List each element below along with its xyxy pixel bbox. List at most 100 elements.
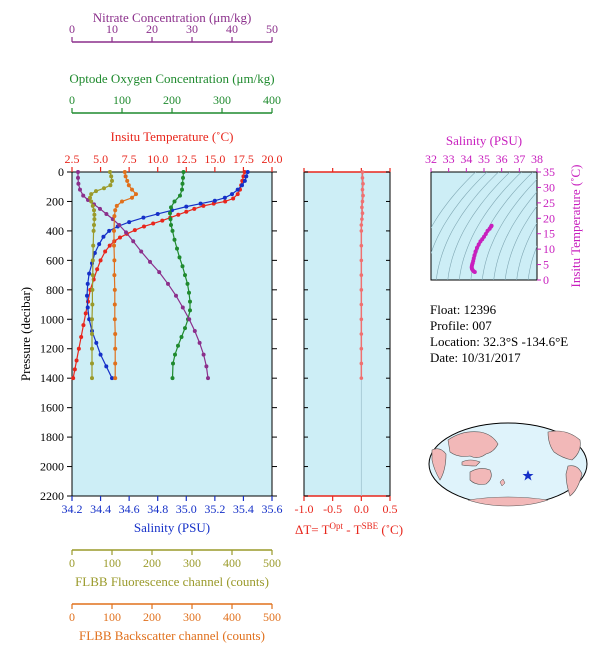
delta-t-point — [360, 217, 364, 221]
temperature-point — [142, 224, 146, 229]
ts-temp-axis-title: Insitu Temperature (˚C) — [568, 164, 583, 287]
ts-density-contour — [436, 172, 499, 280]
ts-density-contour — [447, 172, 511, 280]
backscatter-point — [123, 174, 128, 179]
salinity-point — [98, 352, 103, 357]
oxygen-point — [169, 223, 173, 228]
temperature-point — [107, 243, 112, 248]
temperature-point — [235, 192, 240, 197]
temperature-point — [98, 258, 103, 263]
oxygen-point — [183, 326, 187, 331]
salinity-point — [107, 228, 112, 233]
ts-temp-tick-label: 15 — [543, 227, 555, 241]
ts-density-contour — [504, 205, 537, 280]
salinity-point — [127, 220, 132, 225]
backscatter-tick-label: 500 — [263, 610, 281, 624]
salinity-point — [184, 204, 189, 209]
ts-profile-point — [485, 228, 490, 233]
salinity-point — [94, 340, 99, 345]
temperature-point — [231, 196, 236, 201]
nitrate-point — [139, 249, 144, 254]
ts-plot-area — [430, 171, 538, 281]
fluorescence-tick-label: 400 — [223, 556, 241, 570]
fluorescence-point — [90, 258, 95, 263]
temperature-tick-label: 12.5 — [176, 152, 197, 166]
temperature-tick-label: 7.5 — [122, 152, 137, 166]
pressure-tick-label: 600 — [46, 253, 64, 267]
backscatter-point — [113, 346, 118, 351]
salinity-point — [85, 305, 90, 310]
oxygen-point — [171, 361, 175, 366]
backscatter-point — [112, 258, 117, 263]
profile-number-text: Profile: 007 — [430, 318, 492, 333]
salinity-tick-label: 34.8 — [147, 502, 168, 516]
oxygen-tick-label: 400 — [263, 93, 281, 107]
temperature-point — [192, 206, 197, 211]
delta-t-point — [359, 332, 364, 336]
nitrate-tick-label: 10 — [106, 22, 118, 36]
nitrate-point — [206, 376, 210, 381]
oxygen-point — [175, 246, 179, 251]
ts-temp-tick-label: 0 — [543, 273, 549, 287]
salinity-point — [87, 271, 92, 276]
oxygen-point — [177, 255, 182, 260]
fluorescence-point — [90, 346, 94, 351]
salinity-point — [110, 376, 114, 381]
ts-salinity-tick-label: 33 — [443, 152, 455, 166]
pressure-tick-label: 1200 — [40, 342, 64, 356]
nitrate-point — [148, 259, 152, 264]
temperature-point — [176, 212, 181, 217]
delta-t-point — [359, 302, 364, 307]
delta-t-point — [360, 199, 365, 204]
delta-t-point — [359, 317, 364, 322]
salinity-point — [242, 178, 247, 183]
oxygen-point — [185, 281, 190, 286]
temperature-point — [118, 235, 122, 240]
fluorescence-point — [92, 212, 97, 217]
ts-density-contour — [516, 222, 537, 280]
delta-t-tick-label: -0.5 — [323, 502, 342, 516]
fluorescence-point — [92, 208, 96, 213]
nitrate-point — [117, 223, 122, 228]
salinity-tick-label: 35.4 — [233, 502, 254, 516]
delta-t-axis-title: ΔT= TOpt - TSBE (˚C) — [295, 521, 403, 537]
backscatter-point — [112, 214, 117, 219]
fluorescence-point — [90, 376, 94, 381]
ts-density-contour — [459, 172, 522, 280]
backscatter-tick-label: 100 — [103, 610, 121, 624]
delta-t-point — [359, 346, 364, 351]
fluorescence-point — [89, 199, 94, 204]
oxygen-point — [179, 334, 184, 339]
fluorescence-point — [90, 273, 95, 278]
backscatter-point — [113, 208, 118, 213]
temperature-tick-label: 2.5 — [65, 152, 80, 166]
backscatter-axis-title: FLBB Backscatter channel (counts) — [79, 628, 265, 643]
ts-temp-tick-label: 25 — [543, 196, 555, 210]
fluorescence-point — [108, 183, 113, 188]
salinity-point — [101, 234, 106, 239]
nitrate-point — [180, 305, 185, 310]
delta-t-point — [359, 223, 364, 227]
backscatter-tick-label: 0 — [69, 610, 75, 624]
backscatter-point — [112, 228, 116, 233]
temperature-point — [201, 203, 206, 208]
oxygen-point — [181, 175, 185, 180]
temperature-point — [72, 367, 77, 372]
backscatter-point — [113, 376, 118, 381]
delta-t-tick-label: -1.0 — [295, 502, 314, 516]
delta-t-point — [361, 181, 365, 186]
fluorescence-point — [92, 217, 97, 222]
pressure-tick-label: 2200 — [40, 489, 64, 503]
delta-t-point — [359, 376, 364, 380]
oxygen-tick-label: 0 — [69, 93, 75, 107]
ts-salinity-tick-label: 34 — [460, 152, 472, 166]
nitrate-point — [197, 340, 202, 345]
world-map — [428, 422, 588, 507]
oxygen-point — [181, 170, 186, 174]
fluorescence-tick-label: 300 — [183, 556, 201, 570]
oxygen-point — [176, 343, 180, 348]
temperature-tick-label: 15.0 — [204, 152, 225, 166]
nitrate-point — [76, 175, 80, 180]
fluorescence-axis-title: FLBB Fluorescence channel (counts) — [75, 574, 269, 589]
fluorescence-tick-label: 100 — [103, 556, 121, 570]
